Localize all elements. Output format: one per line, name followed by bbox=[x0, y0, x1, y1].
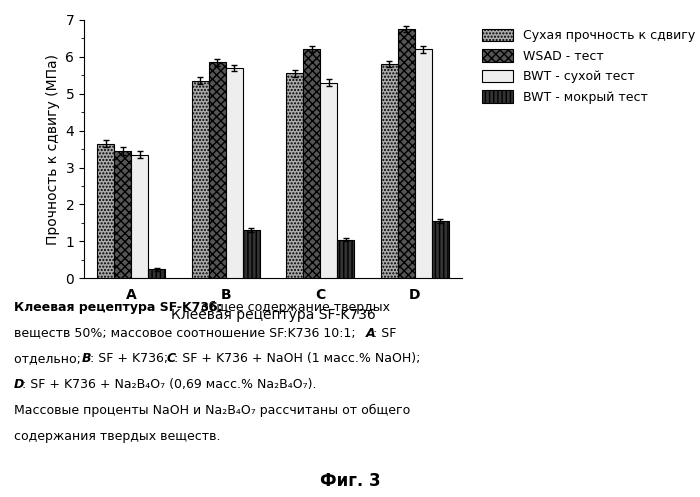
Text: Клеевая рецептура SF-K736:: Клеевая рецептура SF-K736: bbox=[14, 301, 223, 314]
Text: A: A bbox=[365, 327, 375, 339]
Bar bbox=[337, 240, 354, 278]
Bar bbox=[148, 269, 165, 278]
Text: Фиг. 3: Фиг. 3 bbox=[320, 472, 380, 490]
Bar bbox=[97, 144, 114, 278]
Bar bbox=[414, 49, 432, 278]
Text: общее содержание твердых: общее содержание твердых bbox=[197, 301, 391, 314]
Text: отдельно;: отдельно; bbox=[14, 352, 85, 365]
X-axis label: Клеевая рецептура SF-K736: Клеевая рецептура SF-K736 bbox=[171, 308, 375, 322]
Text: D: D bbox=[14, 378, 24, 391]
Text: Массовые проценты NaOH и Na₂B₄O₇ рассчитаны от общего: Массовые проценты NaOH и Na₂B₄O₇ рассчит… bbox=[14, 404, 410, 417]
Bar bbox=[243, 230, 260, 278]
Bar bbox=[432, 221, 449, 278]
Bar bbox=[225, 68, 243, 278]
Bar bbox=[321, 83, 337, 278]
Bar bbox=[132, 155, 148, 278]
Bar bbox=[209, 62, 225, 278]
Text: B: B bbox=[82, 352, 92, 365]
Text: : SF + K736 + NaOH (1 масс.% NaOH);: : SF + K736 + NaOH (1 масс.% NaOH); bbox=[174, 352, 421, 365]
Text: содержания твердых веществ.: содержания твердых веществ. bbox=[14, 430, 220, 443]
Text: : SF: : SF bbox=[373, 327, 396, 339]
Text: C: C bbox=[167, 352, 176, 365]
Text: веществ 50%; массовое соотношение SF:K736 10:1;: веществ 50%; массовое соотношение SF:K73… bbox=[14, 327, 360, 339]
Y-axis label: Прочность к сдвигу (МПа): Прочность к сдвигу (МПа) bbox=[46, 54, 60, 245]
Text: : SF + K736;: : SF + K736; bbox=[90, 352, 172, 365]
Text: : SF + K736 + Na₂B₄O₇ (0,69 масс.% Na₂B₄O₇).: : SF + K736 + Na₂B₄O₇ (0,69 масс.% Na₂B₄… bbox=[22, 378, 317, 391]
Bar bbox=[192, 81, 209, 278]
Bar bbox=[114, 151, 132, 278]
Legend: Сухая прочность к сдвигу, WSAD - тест, BWT - сухой тест, BWT - мокрый тест: Сухая прочность к сдвигу, WSAD - тест, B… bbox=[480, 26, 698, 106]
Bar bbox=[381, 64, 398, 278]
Bar bbox=[286, 74, 303, 278]
Bar bbox=[303, 49, 321, 278]
Bar bbox=[398, 29, 414, 278]
